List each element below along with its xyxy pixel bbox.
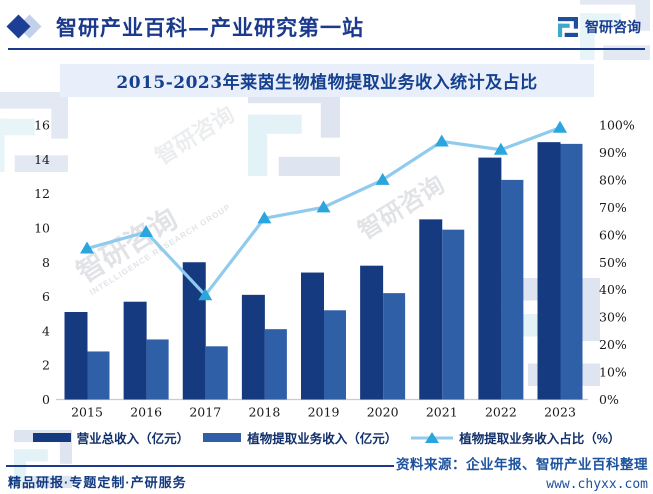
ziyan-logo-text: 智研咨询 [585, 19, 641, 35]
total-revenue-bar [182, 262, 206, 400]
y-axis-right-tick: 70% [599, 200, 627, 215]
x-axis-tick: 2021 [426, 405, 458, 420]
legend-label: 植物提取业务收入（亿元） [247, 432, 398, 446]
total-revenue-bar [241, 294, 265, 400]
ratio-marker-triangle [553, 120, 567, 133]
footer-tagline: 精品研报·专题定制·产研服务 [8, 475, 187, 490]
chart-title-banner: 2015-2023年莱茵生物植物提取业务收入统计及占比 [60, 64, 594, 97]
ratio-marker-triangle [316, 200, 331, 213]
ziyan-logo-icon [558, 17, 578, 37]
legend-label: 植物提取业务收入占比（%） [459, 432, 621, 446]
website-url: www.chyxx.com [546, 477, 648, 492]
brand-secondary: 智研咨询 [558, 17, 645, 37]
chart-title: 2015-2023年莱茵生物植物提取业务收入统计及占比 [116, 73, 538, 93]
y-axis-left-tick: 4 [42, 323, 50, 338]
brand: 智研产业百科—产业研究第一站 [6, 12, 364, 42]
extract-revenue-bar [442, 229, 465, 400]
y-axis-right-tick: 100% [599, 118, 635, 133]
extract-revenue-bar [501, 179, 524, 400]
legend-swatch-light-bar [203, 433, 242, 442]
y-axis-right-tick: 50% [599, 255, 627, 270]
y-axis-right-tick: 0% [599, 392, 619, 407]
extract-revenue-bar [146, 339, 169, 400]
y-axis-left-tick: 0 [42, 392, 50, 407]
x-axis-tick: 2015 [71, 405, 103, 420]
ratio-marker-triangle [375, 172, 390, 185]
legend-item-ratio: 植物提取业务收入占比（%） [411, 428, 620, 447]
footer-divider [6, 465, 394, 467]
footer-source-block: 资料来源：企业年报、智研产业百科整理 www.chyxx.com [396, 453, 648, 492]
ratio-marker-triangle [139, 225, 154, 238]
total-revenue-bar [478, 157, 502, 400]
x-axis-tick: 2022 [485, 405, 517, 420]
y-axis-right-tick: 30% [599, 310, 627, 325]
y-axis-right-tick: 90% [599, 145, 627, 160]
y-axis-left-tick: 6 [42, 289, 50, 304]
chart-plot: 0 2 4 6 8 10 12 14 16 0% 10% 20% 30% 40% 50% 60% 70% 80% 9… [34, 118, 635, 420]
extract-revenue-bar [87, 351, 110, 400]
y-axis-right-tick: 40% [599, 282, 627, 297]
x-axis-tick: 2020 [367, 405, 399, 420]
total-revenue-bar [64, 312, 88, 400]
legend-line-marker-icon [411, 431, 454, 443]
y-axis-left-tick: 16 [34, 118, 50, 133]
extract-revenue-bar [560, 143, 583, 400]
x-axis-tick: 2023 [544, 405, 576, 420]
total-revenue-bar [419, 219, 443, 400]
diamond-logo-icon [6, 14, 42, 40]
x-axis-tick: 2018 [248, 405, 280, 420]
y-axis-right-tick: 80% [599, 172, 627, 187]
data-source: 资料来源：企业年报、智研产业百科整理 [396, 457, 648, 472]
total-revenue-bar [537, 142, 561, 400]
total-revenue-bar [301, 272, 324, 400]
y-axis-left-tick: 14 [34, 152, 50, 167]
y-axis-left-tick: 10 [34, 220, 50, 235]
ratio-marker-triangle [198, 288, 213, 301]
y-axis-left-tick: 8 [42, 255, 50, 270]
chart-legend: 营业总收入（亿元） 植物提取业务收入（亿元） 植物提取业务收入占比（%） [0, 428, 653, 447]
total-revenue-bar [360, 265, 384, 400]
ratio-marker-triangle [257, 211, 272, 224]
site-title: 智研产业百科—产业研究第一站 [56, 15, 364, 40]
extract-revenue-bar [383, 293, 406, 400]
extract-revenue-bar [324, 310, 346, 400]
y-axis-right-tick: 20% [599, 337, 627, 352]
y-axis-left-tick: 2 [42, 358, 50, 373]
header-divider [8, 48, 645, 50]
x-axis-tick: 2016 [130, 405, 162, 420]
total-revenue-bar [123, 301, 147, 400]
y-axis-left-tick: 12 [34, 186, 50, 201]
legend-item-total-revenue: 营业总收入（亿元） [32, 428, 190, 447]
extract-revenue-bar [205, 346, 228, 400]
extract-revenue-bar [264, 329, 287, 400]
x-axis-tick: 2019 [308, 405, 340, 420]
legend-item-extract-revenue: 植物提取业务收入（亿元） [203, 428, 397, 447]
header: 智研产业百科—产业研究第一站 智研咨询 [6, 8, 645, 46]
ratio-marker-triangle [434, 134, 449, 147]
x-axis-tick: 2017 [189, 405, 221, 420]
ratio-marker-triangle [80, 241, 94, 254]
legend-swatch-dark-bar [32, 433, 71, 442]
ratio-marker-triangle [493, 142, 508, 155]
y-axis-right-tick: 10% [599, 365, 627, 380]
y-axis-right-tick: 60% [599, 227, 627, 242]
legend-label: 营业总收入（亿元） [76, 432, 190, 446]
